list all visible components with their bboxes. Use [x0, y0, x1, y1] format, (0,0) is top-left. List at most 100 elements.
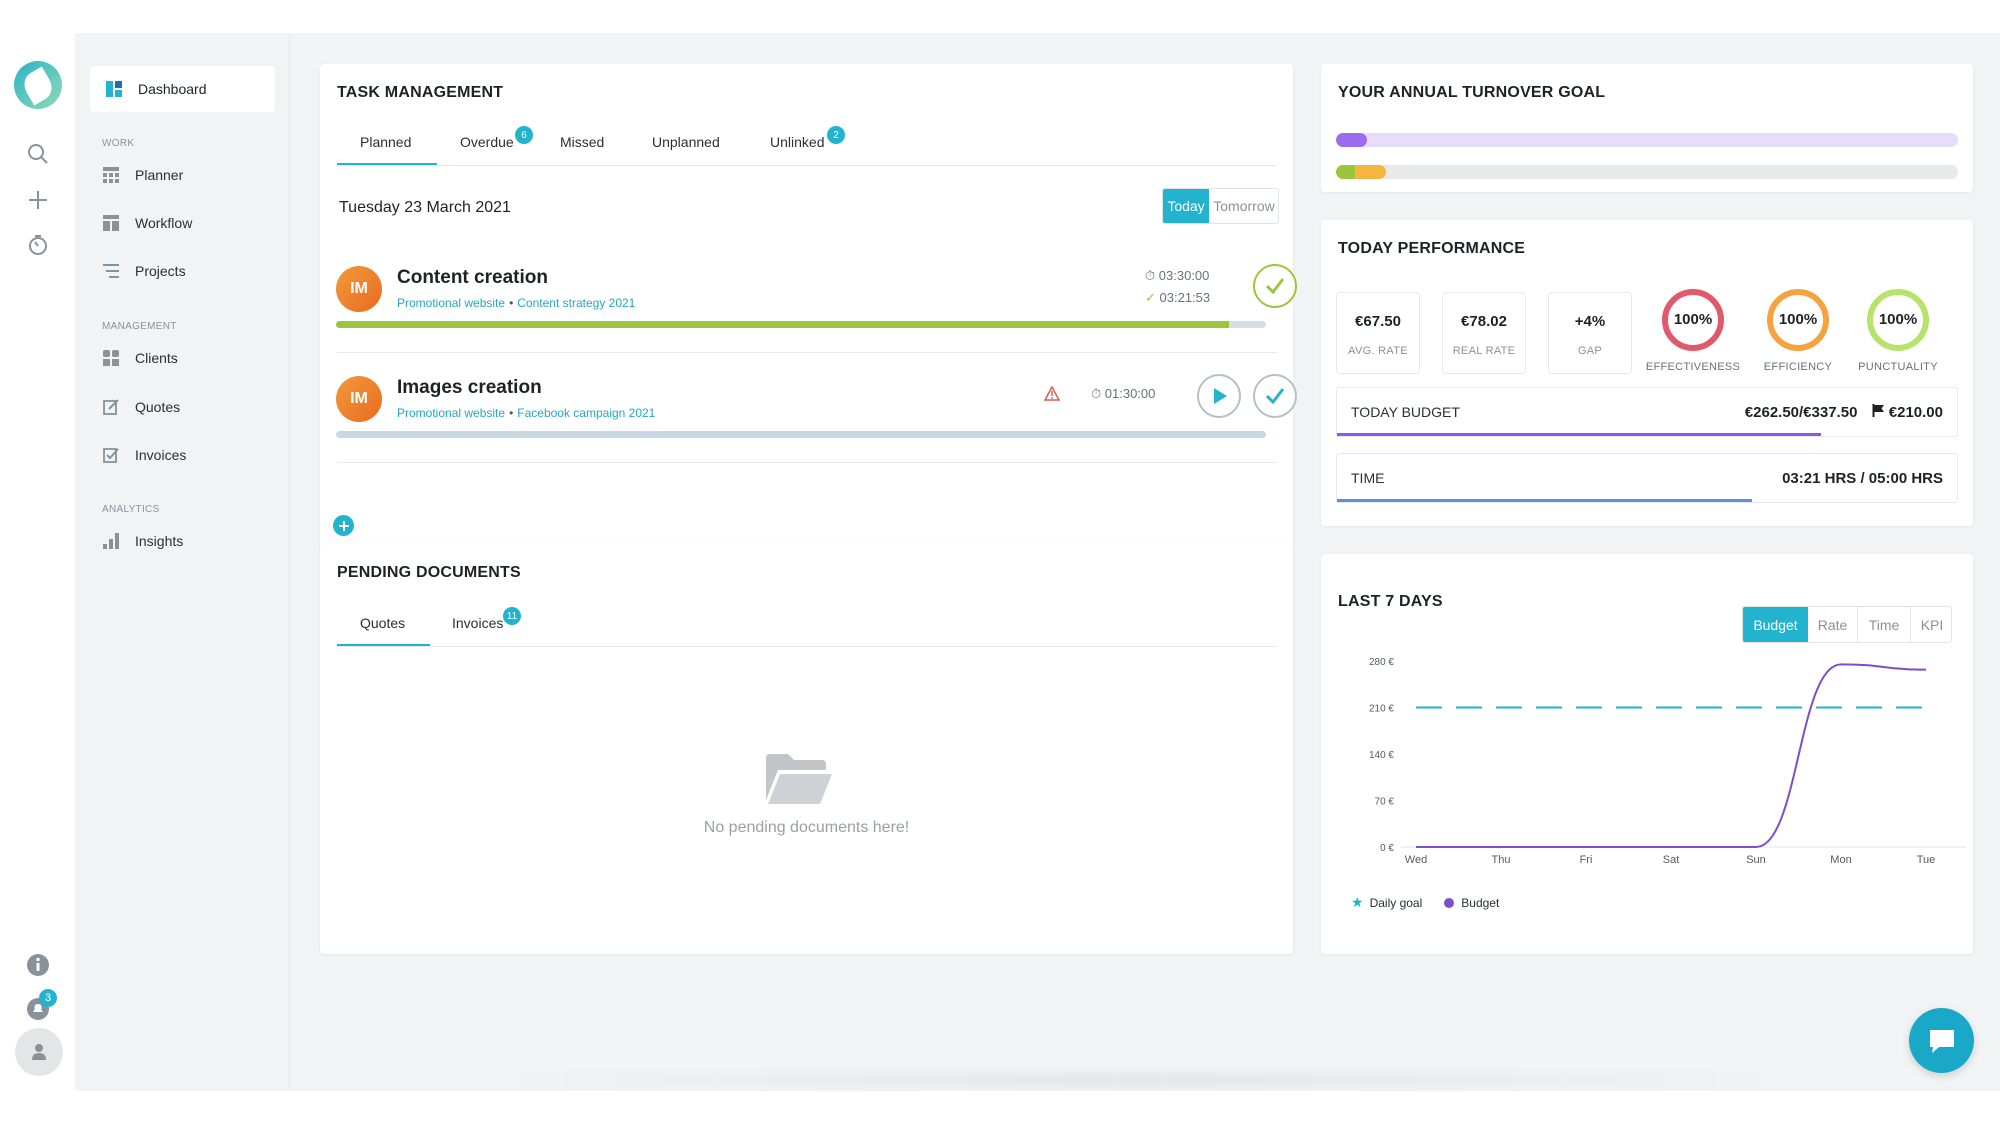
stopwatch-icon: ⏱	[1091, 386, 1102, 401]
y-tick-label: 70 €	[1375, 797, 1395, 808]
complete-task-button[interactable]	[1253, 264, 1297, 308]
chat-button[interactable]	[1909, 1008, 1974, 1073]
turnover-goal-fill	[1336, 133, 1368, 147]
today-performance-card: TODAY PERFORMANCE €67.50 AVG. RATE €78.0…	[1321, 220, 1973, 526]
task-progress-bar	[336, 321, 1266, 328]
task-title[interactable]: Images creation	[397, 377, 542, 398]
efficiency-ring: 100%	[1765, 287, 1831, 353]
legend-label: Budget	[1461, 895, 1500, 910]
chart-legend: ★ Daily goal Budget	[1351, 894, 1499, 911]
today-budget-row: TODAY BUDGET €262.50/€337.50 €210.00	[1336, 387, 1958, 437]
x-tick-label: Mon	[1830, 854, 1851, 866]
task-project-link[interactable]: Promotional website	[397, 296, 506, 310]
gap-stat: +4% GAP	[1548, 292, 1632, 374]
edit-document-icon	[102, 398, 120, 416]
start-timer-button[interactable]	[1197, 374, 1241, 418]
check-circle-icon: ✓	[1145, 290, 1156, 305]
star-icon: ★	[1351, 894, 1364, 910]
sidebar-item-clients[interactable]: Clients	[102, 343, 178, 373]
user-avatar[interactable]	[15, 1028, 63, 1076]
tab-label: Unlinked	[770, 134, 825, 150]
sidebar-nav: Dashboard WORK Planner Workflow Projects…	[75, 33, 290, 1091]
search-icon[interactable]	[22, 138, 54, 170]
info-icon[interactable]	[22, 949, 54, 981]
time-fill	[1337, 499, 1753, 502]
sidebar-item-label: Dashboard	[138, 81, 207, 97]
sidebar-item-dashboard[interactable]: Dashboard	[90, 66, 275, 112]
sidebar-item-label: Projects	[135, 263, 186, 279]
y-tick-label: 140 €	[1369, 750, 1394, 761]
y-tick-label: 280 €	[1369, 657, 1394, 668]
turnover-secondary-fill-green	[1336, 165, 1355, 179]
y-tick-label: 210 €	[1369, 704, 1394, 715]
columns-icon	[102, 214, 120, 232]
budget-tab-button[interactable]: Budget	[1743, 607, 1808, 642]
y-tick-label: 0 €	[1380, 843, 1394, 854]
app-root: 3 Dashboard WORK Planner Workflow	[0, 33, 2000, 1091]
x-tick-label: Wed	[1405, 854, 1427, 866]
tab-overdue[interactable]: Overdue 6	[460, 126, 533, 150]
planned-time-value: 01:30:00	[1104, 386, 1156, 401]
stat-value: €78.02	[1461, 313, 1507, 330]
sidebar-item-label: Planner	[135, 167, 184, 183]
tab-unplanned[interactable]: Unplanned	[652, 134, 720, 150]
tab-unlinked[interactable]: Unlinked 2	[770, 126, 845, 150]
add-icon[interactable]	[22, 184, 54, 216]
x-tick-label: Fri	[1580, 854, 1593, 866]
notification-count-badge: 3	[39, 989, 57, 1007]
planned-time-value: 03:30:00	[1158, 268, 1210, 283]
legend-item-budget[interactable]: Budget	[1444, 896, 1499, 910]
planned-time: ⏱ 01:30:00	[1091, 386, 1155, 402]
task-progress-fill	[336, 321, 1229, 328]
timer-icon[interactable]	[22, 229, 54, 261]
complete-task-button[interactable]	[1253, 374, 1297, 418]
series-line-budget	[1415, 663, 1927, 848]
sidebar-item-planner[interactable]: Planner	[102, 160, 183, 190]
turnover-goal-card: YOUR ANNUAL TURNOVER GOAL	[1321, 64, 1973, 192]
sidebar-item-quotes[interactable]: Quotes	[102, 392, 180, 422]
time-tab-button[interactable]: Time	[1858, 607, 1911, 642]
sidebar-item-insights[interactable]: Insights	[102, 526, 183, 556]
tab-planned[interactable]: Planned	[360, 134, 412, 150]
legend-item-daily-goal[interactable]: ★ Daily goal	[1351, 894, 1422, 911]
tomorrow-button[interactable]: Tomorrow	[1209, 189, 1278, 223]
app-logo[interactable]	[14, 61, 62, 109]
main-content: TASK MANAGEMENT Planned Overdue 6 Missed…	[290, 33, 2000, 1091]
check-icon	[1265, 388, 1285, 405]
rate-tab-button[interactable]: Rate	[1808, 607, 1858, 642]
tab-missed[interactable]: Missed	[560, 134, 605, 150]
task-campaign-link[interactable]: Content strategy 2021	[517, 296, 636, 310]
effectiveness-ring: 100%	[1660, 287, 1726, 353]
section-work-heading: WORK	[102, 138, 135, 149]
chat-icon	[1929, 1029, 1954, 1053]
task-subtitle: Promotional website • Facebook campaign 20…	[397, 406, 656, 420]
sidebar-item-projects[interactable]: Projects	[102, 256, 186, 286]
section-management-heading: MANAGEMENT	[102, 321, 177, 332]
plus-icon	[338, 520, 349, 531]
folder-icon	[764, 752, 834, 811]
sidebar-item-invoices[interactable]: Invoices	[102, 440, 186, 470]
tab-quotes[interactable]: Quotes	[360, 615, 406, 631]
add-task-button[interactable]	[333, 515, 354, 536]
sidebar-item-label: Invoices	[135, 447, 187, 463]
task-management-card: TASK MANAGEMENT Planned Overdue 6 Missed…	[320, 64, 1297, 548]
list-icon	[102, 262, 120, 280]
notifications-icon[interactable]: 3	[22, 989, 57, 1025]
today-button[interactable]: Today	[1163, 189, 1209, 223]
empty-state-message: No pending documents here!	[703, 819, 910, 836]
kpi-tab-button[interactable]: KPI	[1920, 616, 1944, 633]
tab-invoices[interactable]: Invoices 11	[452, 607, 521, 631]
task-divider	[337, 352, 1277, 353]
last-7-days-card: LAST 7 DAYS Budget Rate Time KPI 280 € 21…	[1321, 554, 1973, 954]
ring-label: PUNCTUALITY	[1858, 361, 1938, 373]
task-project-link[interactable]: Promotional website	[397, 406, 506, 420]
tabs-divider	[337, 165, 1277, 166]
today-budget-fill	[1337, 433, 1821, 436]
task-title[interactable]: Content creation	[397, 267, 548, 288]
legend-swatch	[1444, 897, 1455, 908]
task-campaign-link[interactable]: Facebook campaign 2021	[517, 406, 656, 420]
task-assignee-avatar: IM	[336, 266, 382, 312]
sidebar-item-workflow[interactable]: Workflow	[102, 208, 192, 238]
today-performance-title: TODAY PERFORMANCE	[1338, 240, 1526, 257]
bottom-shadow	[490, 1073, 1790, 1087]
